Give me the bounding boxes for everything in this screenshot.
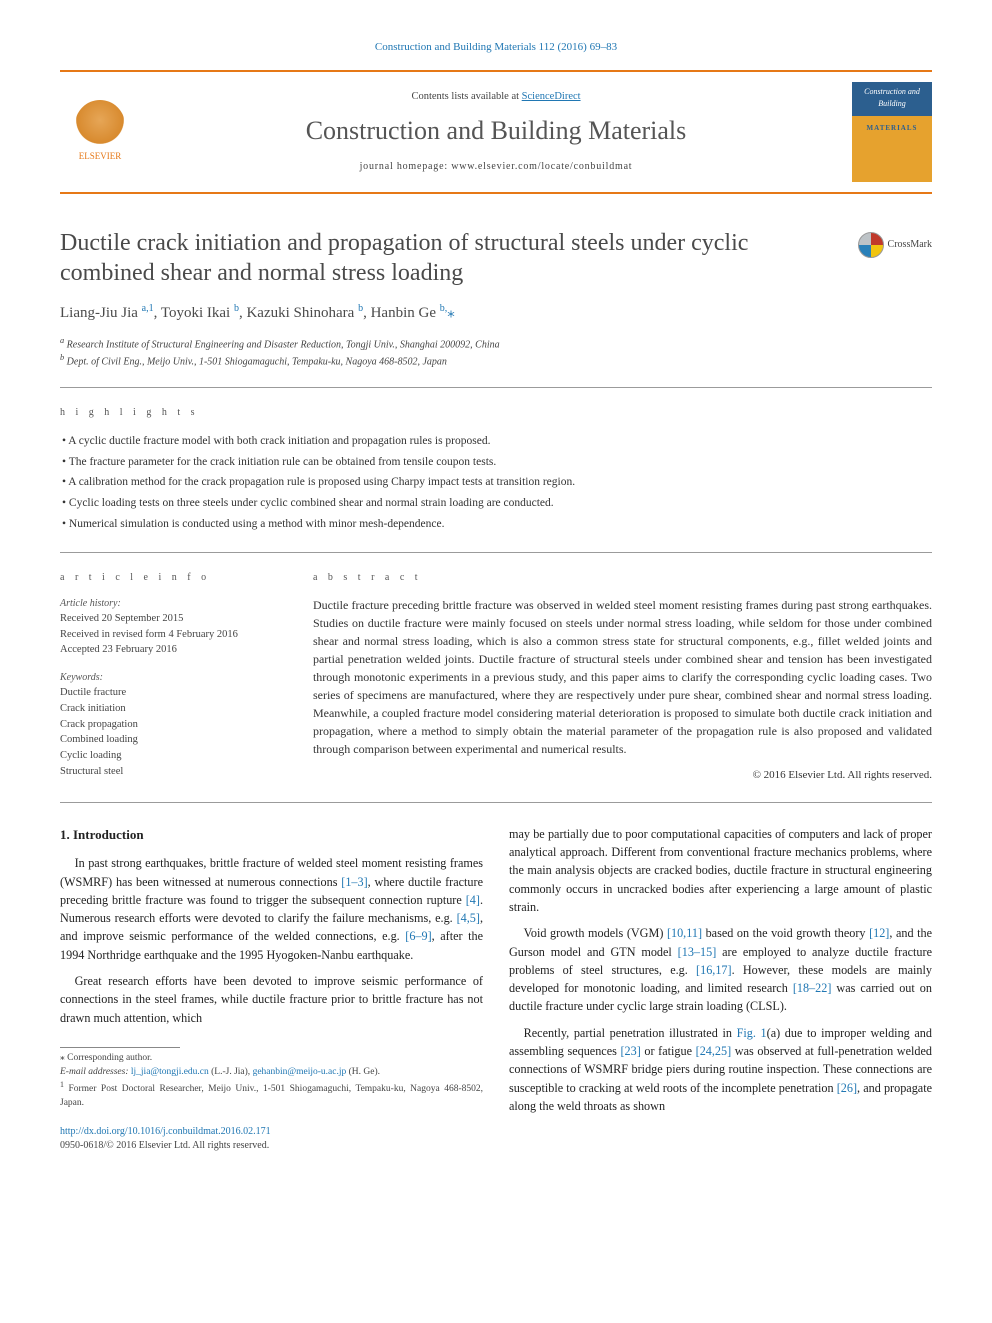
keyword: Crack propagation — [60, 717, 289, 733]
keyword: Cyclic loading — [60, 748, 289, 764]
ref-link[interactable]: [24,25] — [696, 1044, 732, 1058]
paragraph: In past strong earthquakes, brittle frac… — [60, 854, 483, 964]
ref-link[interactable]: [1–3] — [341, 875, 367, 889]
article-title: Ductile crack initiation and propagation… — [60, 228, 840, 288]
affiliations: a Research Institute of Structural Engin… — [60, 335, 932, 370]
divider — [60, 802, 932, 803]
email-line: E-mail addresses: lj_jia@tongji.edu.cn (… — [60, 1066, 483, 1080]
elsevier-label: ELSEVIER — [79, 150, 122, 163]
email-link[interactable]: gehanbin@meijo-u.ac.jp — [253, 1067, 347, 1077]
abstract-copyright: © 2016 Elsevier Ltd. All rights reserved… — [313, 768, 932, 784]
section-1-title: 1. Introduction — [60, 825, 483, 845]
article-history: Article history: Received 20 September 2… — [60, 596, 289, 658]
header-center: Contents lists available at ScienceDirec… — [140, 89, 852, 174]
body-columns: 1. Introduction In past strong earthquak… — [60, 825, 932, 1153]
author-list: Liang-Jiu Jia a,1, Toyoki Ikai b, Kazuki… — [60, 302, 932, 325]
affiliation-b: b Dept. of Civil Eng., Meijo Univ., 1-50… — [60, 352, 932, 369]
article-header: CrossMark Ductile crack initiation and p… — [60, 228, 932, 369]
ref-link[interactable]: [12] — [869, 926, 889, 940]
divider — [60, 387, 932, 388]
email-link[interactable]: lj_jia@tongji.edu.cn — [131, 1067, 209, 1077]
abstract-col: a b s t r a c t Ductile fracture precedi… — [313, 571, 932, 783]
keyword: Crack initiation — [60, 701, 289, 717]
doi-link[interactable]: http://dx.doi.org/10.1016/j.conbuildmat.… — [60, 1126, 271, 1137]
journal-cover-thumbnail: Construction and Building MATERIALS — [852, 82, 932, 182]
ref-link[interactable]: [13–15] — [678, 945, 717, 959]
divider — [60, 552, 932, 553]
ref-link[interactable]: [23] — [620, 1044, 640, 1058]
footnote-1: 1 Former Post Doctoral Researcher, Meijo… — [60, 1079, 483, 1111]
sciencedirect-link[interactable]: ScienceDirect — [522, 91, 581, 102]
keywords-block: Keywords: Ductile fractureCrack initiati… — [60, 670, 289, 780]
body-col-left: 1. Introduction In past strong earthquak… — [60, 825, 483, 1153]
figure-link[interactable]: Fig. 1 — [737, 1026, 767, 1040]
journal-issue-link[interactable]: Construction and Building Materials 112 … — [60, 40, 932, 56]
crossmark-label: CrossMark — [888, 238, 932, 253]
highlights-label: h i g h l i g h t s — [60, 406, 932, 421]
journal-homepage: journal homepage: www.elsevier.com/locat… — [140, 160, 852, 175]
history-label: Article history: — [60, 596, 289, 611]
keyword: Combined loading — [60, 732, 289, 748]
elsevier-logo: ELSEVIER — [60, 92, 140, 172]
highlights-list: • A cyclic ductile fracture model with b… — [62, 431, 932, 534]
affiliation-a: a Research Institute of Structural Engin… — [60, 335, 932, 352]
keywords-label: Keywords: — [60, 670, 289, 685]
paragraph: Recently, partial penetration illustrate… — [509, 1024, 932, 1115]
paragraph: Great research efforts have been devoted… — [60, 972, 483, 1027]
ref-link[interactable]: [16,17] — [696, 963, 732, 977]
journal-header: ELSEVIER Contents lists available at Sci… — [60, 70, 932, 194]
affil-b-text: Dept. of Civil Eng., Meijo Univ., 1-501 … — [67, 356, 447, 367]
crossmark-badge[interactable]: CrossMark — [858, 232, 932, 258]
footnotes: ⁎ Corresponding author. E-mail addresses… — [60, 1052, 483, 1111]
article-info-col: a r t i c l e i n f o Article history: R… — [60, 571, 289, 783]
ref-link[interactable]: [4,5] — [457, 911, 480, 925]
cover-line2: MATERIALS — [852, 123, 932, 133]
paragraph: Void growth models (VGM) [10,11] based o… — [509, 924, 932, 1015]
cover-line1: Construction and Building — [852, 86, 932, 109]
ref-link[interactable]: [10,11] — [667, 926, 702, 940]
received-date: Received 20 September 2015 — [60, 611, 289, 627]
ref-link[interactable]: [18–22] — [793, 981, 832, 995]
info-abstract-row: a r t i c l e i n f o Article history: R… — [60, 571, 932, 783]
issn-copyright: 0950-0618/© 2016 Elsevier Ltd. All right… — [60, 1140, 269, 1151]
elsevier-tree-icon — [75, 100, 125, 150]
abstract-label: a b s t r a c t — [313, 571, 932, 586]
body-col-right: may be partially due to poor computation… — [509, 825, 932, 1153]
paragraph: may be partially due to poor computation… — [509, 825, 932, 916]
journal-title: Construction and Building Materials — [140, 112, 852, 150]
ref-link[interactable]: [6–9] — [405, 929, 431, 943]
doi-block: http://dx.doi.org/10.1016/j.conbuildmat.… — [60, 1125, 483, 1153]
keyword: Ductile fracture — [60, 685, 289, 701]
contents-prefix: Contents lists available at — [411, 91, 521, 102]
contents-line: Contents lists available at ScienceDirec… — [140, 89, 852, 104]
ref-link[interactable]: [4] — [466, 893, 480, 907]
footnote-1-text: Former Post Doctoral Researcher, Meijo U… — [60, 1085, 483, 1109]
article-info-label: a r t i c l e i n f o — [60, 571, 289, 586]
keyword: Structural steel — [60, 764, 289, 780]
abstract-text: Ductile fracture preceding brittle fract… — [313, 596, 932, 758]
ref-link[interactable]: [26] — [837, 1081, 857, 1095]
keywords-list: Ductile fractureCrack initiationCrack pr… — [60, 685, 289, 780]
revised-date: Received in revised form 4 February 2016 — [60, 627, 289, 643]
footnote-rule — [60, 1047, 180, 1048]
affil-a-text: Research Institute of Structural Enginee… — [67, 339, 500, 350]
corresponding-author-note: ⁎ Corresponding author. — [60, 1052, 483, 1066]
accepted-date: Accepted 23 February 2016 — [60, 642, 289, 658]
crossmark-icon — [858, 232, 884, 258]
